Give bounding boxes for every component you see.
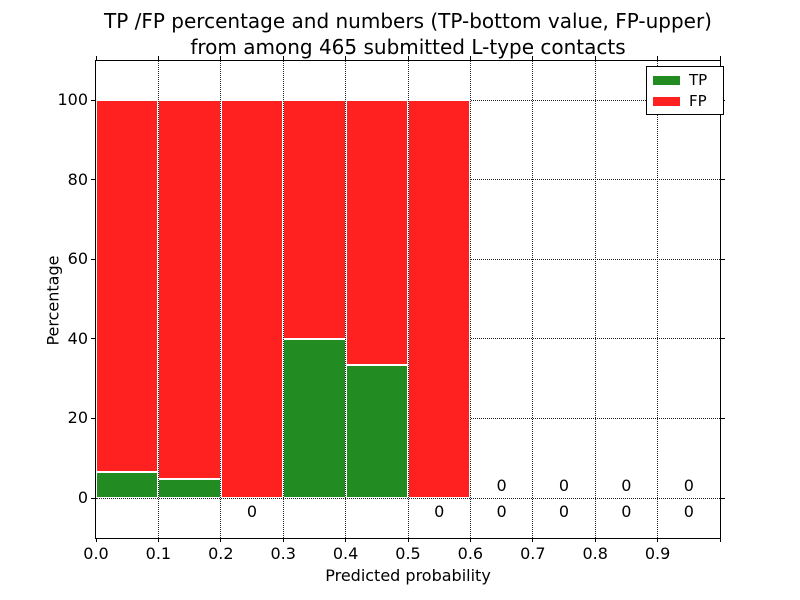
axis-tick bbox=[469, 538, 471, 542]
axis-tick bbox=[721, 258, 725, 260]
tp-legend-swatch-icon bbox=[653, 75, 680, 85]
y-tick-label: 40 bbox=[67, 328, 88, 348]
chart-title-line1: TP /FP percentage and numbers (TP-bottom… bbox=[104, 9, 712, 33]
x-tick-label: 0.2 bbox=[208, 544, 234, 563]
axis-tick bbox=[719, 56, 721, 60]
vertical-gridline bbox=[532, 61, 534, 538]
axis-tick bbox=[282, 538, 284, 542]
tp-count-label: 0 bbox=[246, 502, 258, 521]
vertical-gridline bbox=[282, 61, 284, 538]
x-tick-label: 0.5 bbox=[395, 544, 421, 563]
legend-box: TP FP bbox=[646, 66, 724, 115]
y-tick-label: 80 bbox=[67, 169, 88, 189]
x-tick-label: 0.8 bbox=[582, 544, 608, 563]
vertical-gridline bbox=[157, 61, 159, 538]
axis-tick bbox=[657, 538, 659, 542]
tp-count-label: 0 bbox=[558, 502, 570, 521]
vertical-gridline bbox=[594, 61, 596, 538]
legend-entry-fp: FP bbox=[653, 92, 717, 110]
plot-area: 100 80 60 40 20 0 0.9 0.8 0.7 0.6 0.5 0.4 0.3 0.2 0.1 0… bbox=[57, 56, 725, 563]
y-tick-label: 20 bbox=[67, 408, 88, 428]
y-tick-label: 0 bbox=[77, 488, 88, 507]
fp-count-label: 0 bbox=[683, 476, 694, 495]
axis-tick bbox=[91, 497, 95, 499]
fp-bar-segment bbox=[345, 100, 408, 366]
x-tick-label: 0.4 bbox=[332, 544, 359, 563]
tp-bar-segment bbox=[96, 472, 159, 498]
axis-tick bbox=[594, 538, 596, 542]
vertical-gridline bbox=[657, 61, 659, 538]
fp-bar-segment bbox=[283, 100, 346, 339]
axis-tick bbox=[721, 338, 725, 340]
axis-tick bbox=[345, 56, 347, 60]
chart-title-line2: from among 465 submitted L-type contacts bbox=[190, 35, 626, 59]
axis-tick bbox=[91, 258, 95, 260]
x-tick-label: 0.6 bbox=[457, 544, 484, 563]
vertical-gridline bbox=[407, 61, 409, 538]
fp-bar-segment bbox=[408, 100, 471, 498]
vertical-gridline bbox=[345, 61, 347, 538]
x-tick-label: 0.7 bbox=[520, 544, 546, 563]
x-tick-label: 0.1 bbox=[145, 544, 172, 563]
axis-tick bbox=[95, 56, 97, 60]
tp-bar-segment bbox=[158, 478, 221, 498]
tp-count-label: 0 bbox=[621, 502, 632, 521]
axis-tick bbox=[594, 56, 596, 60]
axis-tick bbox=[407, 538, 409, 542]
chart-title: TP /FP percentage and numbers (TP-bottom… bbox=[96, 8, 720, 60]
legend-label-fp: FP bbox=[689, 92, 707, 110]
y-tick-label: 100 bbox=[57, 90, 88, 109]
x-tick-label: 0.0 bbox=[83, 544, 109, 563]
x-axis-label: Predicted probability bbox=[325, 566, 491, 585]
axis-tick bbox=[721, 417, 725, 419]
fp-bar-segment bbox=[96, 100, 159, 473]
tp-count-label: 0 bbox=[434, 502, 445, 521]
axis-tick bbox=[657, 56, 659, 60]
axis-tick bbox=[91, 179, 95, 181]
axis-tick bbox=[532, 56, 534, 60]
axis-tick bbox=[469, 56, 471, 60]
x-tick-label: 0.9 bbox=[644, 544, 671, 563]
y-tick-label: 60 bbox=[67, 249, 88, 269]
axis-tick bbox=[220, 538, 222, 542]
y-axis-label: Percentage bbox=[43, 255, 63, 346]
axis-tick bbox=[91, 338, 95, 340]
fp-count-label: 0 bbox=[621, 476, 632, 495]
axis-tick bbox=[157, 56, 159, 60]
axis-tick bbox=[345, 538, 347, 542]
axis-tick bbox=[95, 538, 97, 542]
fp-legend-swatch-icon bbox=[653, 96, 680, 106]
axis-tick bbox=[721, 179, 725, 181]
vertical-gridline bbox=[469, 61, 471, 538]
legend-entry-tp: TP bbox=[653, 71, 717, 89]
fp-count-label: 0 bbox=[558, 476, 570, 495]
axis-tick bbox=[407, 56, 409, 60]
tp-bar-segment bbox=[345, 365, 408, 498]
axis-tick bbox=[719, 538, 721, 542]
axis-tick bbox=[282, 56, 284, 60]
axis-tick bbox=[532, 538, 534, 542]
legend-label-tp: TP bbox=[689, 71, 708, 89]
axis-tick bbox=[220, 56, 222, 60]
axis-tick bbox=[157, 538, 159, 542]
fp-count-label: 0 bbox=[496, 476, 507, 495]
axis-tick bbox=[721, 497, 725, 499]
fp-bar-segment bbox=[158, 100, 221, 479]
x-tick-label: 0.3 bbox=[270, 544, 296, 563]
axis-tick bbox=[91, 417, 95, 419]
tp-count-label: 0 bbox=[496, 502, 507, 521]
tp-count-label: 0 bbox=[683, 502, 694, 521]
axis-tick bbox=[91, 99, 95, 101]
tp-bar-segment bbox=[283, 338, 346, 498]
fp-bar-segment bbox=[220, 100, 284, 498]
vertical-gridline bbox=[220, 61, 222, 538]
